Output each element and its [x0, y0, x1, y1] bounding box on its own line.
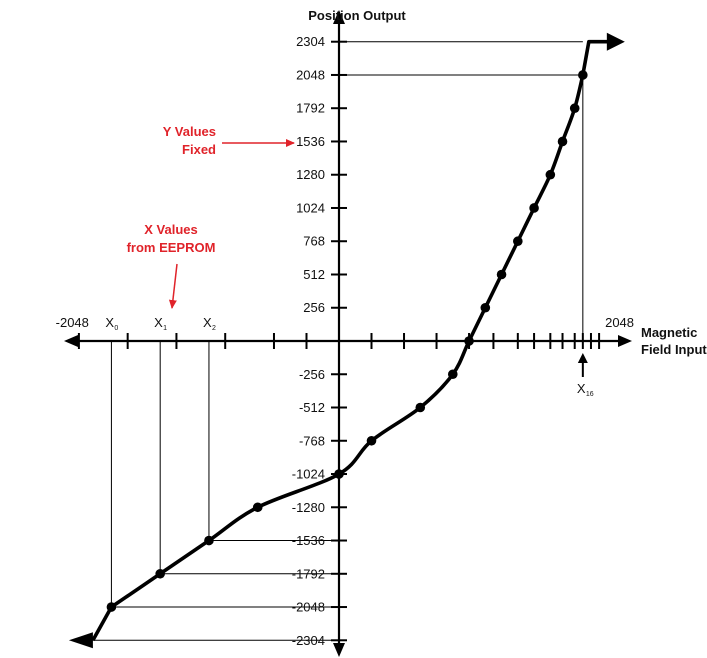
data-point: [366, 435, 377, 446]
y-axis-tick-label: 2304: [296, 34, 325, 49]
x-marker-letter: X: [577, 381, 586, 396]
axes: [64, 10, 632, 657]
guide-lines: [86, 41, 584, 641]
x-marker-x16: X 16: [577, 353, 594, 398]
y-axis-tick-label: 1792: [296, 101, 325, 116]
x-axis-title-line-2: Field Input: [641, 342, 707, 357]
y-axis-tick-label: 1536: [296, 134, 325, 149]
data-point: [447, 369, 458, 380]
data-point: [496, 269, 507, 280]
x-values-annotation-arrow: [168, 263, 178, 309]
data-point: [415, 402, 426, 413]
data-point: [480, 302, 491, 313]
x-axis-title-line-1: Magnetic: [641, 325, 697, 340]
tick-labels: -2304 -2048 -1792 -1536 -1280 -1024 -768 -512 -2…: [56, 34, 634, 648]
y-axis-tick-label: -256: [299, 367, 325, 382]
y-axis-tick-label: -2304: [292, 633, 325, 648]
y-axis-tick-label: 2048: [296, 67, 325, 82]
y-axis-tick-label: -1280: [292, 500, 325, 515]
data-point: [529, 203, 539, 213]
x-marker-subscript: 1: [163, 325, 167, 332]
y-axis-title: Position Output: [308, 8, 406, 23]
x-marker-subscript: 16: [586, 391, 594, 398]
x-marker-subscript: 0: [114, 325, 118, 332]
data-point: [334, 469, 344, 479]
x-axis-tick-label: -2048: [56, 315, 89, 330]
data-point: [557, 136, 568, 147]
y-axis-tick-label: -1792: [292, 566, 325, 581]
x-marker-letter: X: [154, 315, 163, 330]
x-axis-right-arrowhead: [618, 335, 632, 347]
y-axis-tick-label: 768: [303, 234, 325, 249]
data-point: [155, 568, 165, 579]
y-axis-tick-label: -768: [299, 433, 325, 448]
y-axis-tick-label: -512: [299, 400, 325, 415]
y-axis-tick-label: -1024: [292, 467, 325, 482]
x-marker-subscript: 2: [212, 325, 216, 332]
y-values-annotation-line-2: Fixed: [182, 142, 216, 157]
y-values-annotation-line-1: Y Values: [163, 124, 216, 139]
x-marker-arrowhead: [577, 353, 588, 363]
y-axis-tick-label: -2048: [292, 600, 325, 615]
curve-left-arrowhead: [68, 632, 93, 649]
data-point: [569, 103, 580, 114]
y-axis-tick-label: 1280: [296, 167, 325, 182]
data-point: [513, 236, 523, 247]
y-axis-tick-label: 1024: [296, 200, 325, 215]
data-point: [464, 336, 474, 346]
y-axis-tick-label: -1536: [292, 533, 325, 548]
data-point: [578, 70, 588, 80]
data-point: [204, 535, 214, 546]
x-values-annotation-line-2: from EEPROM: [127, 240, 216, 255]
x-axis-tick-label: 2048: [605, 315, 634, 330]
x-axis-left-arrowhead: [64, 335, 78, 347]
y-axis-top-arrowhead: [333, 10, 345, 24]
y-axis-tick-label: 256: [303, 300, 325, 315]
x-values-annotation-line-1: X Values: [144, 222, 197, 237]
y-axis-tick-label: 512: [303, 267, 325, 282]
y-axis-bottom-arrowhead: [333, 643, 345, 657]
data-point: [252, 502, 263, 513]
data-points: [106, 70, 588, 612]
data-point: [545, 169, 556, 180]
data-point: [106, 602, 117, 612]
curve-right-arrowhead: [606, 32, 625, 51]
x-marker-letter: X: [203, 315, 212, 330]
x-marker-letter: X: [105, 315, 114, 330]
